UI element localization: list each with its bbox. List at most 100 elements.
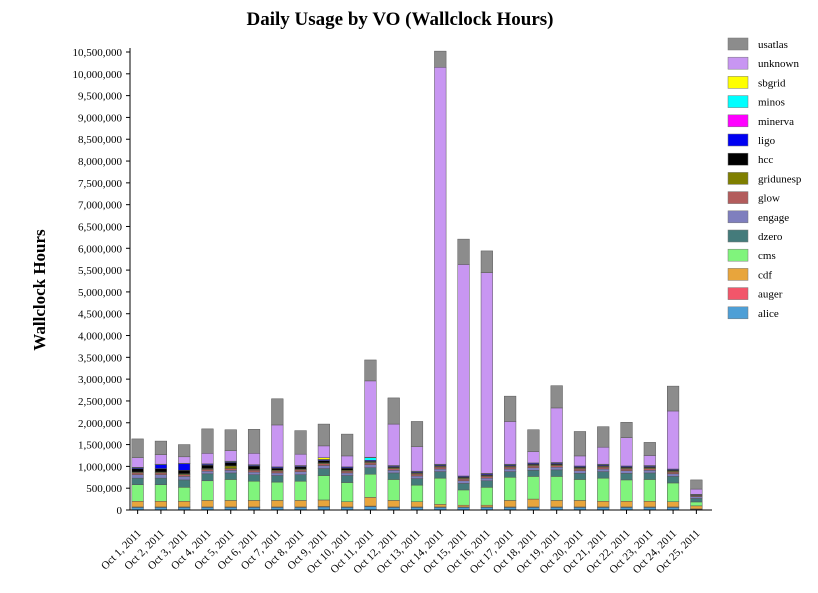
bar-segment-engage	[387, 470, 400, 474]
bar-segment-dzero	[247, 474, 261, 482]
bar-segment-cms	[154, 484, 167, 502]
bar-segment-dzero	[364, 467, 377, 475]
bar-segment-dzero	[643, 472, 656, 480]
bar-segment-unknown	[690, 488, 703, 495]
legend-label-cms: cms	[758, 250, 776, 262]
bar-segment-glow	[643, 468, 656, 471]
bar-segment-usatlas	[573, 431, 587, 457]
bar-stack	[294, 430, 307, 511]
bar-segment-cms	[224, 479, 237, 501]
bar-segment-hcc	[317, 460, 330, 464]
legend-swatch-minerva	[727, 114, 749, 128]
bar-segment-engage	[667, 473, 680, 477]
bar-stack	[667, 385, 680, 511]
bar-segment-cdf	[573, 500, 587, 508]
bar-segment-dzero	[154, 477, 167, 485]
bar-segment-hcc	[341, 467, 354, 471]
bar-segment-cms	[271, 481, 284, 501]
bar-stack	[550, 385, 563, 511]
bar-segment-unknown	[480, 272, 493, 474]
bar-segment-unknown	[667, 410, 680, 470]
bar-segment-engage	[364, 464, 377, 468]
bar-segment-dzero	[550, 469, 563, 477]
y-tick-label: 2,500,000	[78, 396, 123, 408]
bar-stack	[480, 250, 493, 511]
bar-segment-engage	[597, 468, 610, 472]
legend-label-dzero: dzero	[758, 231, 783, 243]
bar-segment-cms	[434, 477, 447, 505]
bar-segment-unknown	[178, 456, 191, 464]
bar-segment-usatlas	[224, 429, 237, 451]
bar-segment-dzero	[620, 473, 633, 481]
y-tick-label: 10,500,000	[73, 47, 123, 59]
bar-stack	[690, 479, 703, 511]
bar-segment-cdf	[131, 501, 144, 508]
bar-segment-glow	[667, 471, 680, 475]
bar-segment-unknown	[364, 380, 377, 458]
bar-segment-hcc	[201, 464, 214, 469]
legend-label-unknown: unknown	[758, 58, 799, 70]
bar-segment-cms	[480, 487, 493, 506]
bar-segment-unknown	[434, 67, 447, 465]
bar-segment-cdf	[178, 501, 191, 508]
bar-stack	[434, 50, 447, 511]
bar-segment-cms	[690, 501, 703, 507]
bar-segment-unknown	[131, 457, 144, 468]
bar-segment-hcc	[154, 468, 167, 473]
bar-segment-dzero	[201, 473, 214, 482]
bar-segment-dzero	[597, 471, 610, 479]
legend-label-auger: auger	[758, 289, 783, 301]
bar-segment-glow	[550, 465, 563, 468]
bar-segment-unknown	[201, 453, 214, 465]
bar-segment-alice	[364, 506, 377, 511]
bar-segment-dzero	[341, 475, 354, 483]
y-tick-label: 5,500,000	[78, 265, 123, 277]
bar-stack	[620, 422, 633, 511]
legend-swatch-glow	[727, 191, 749, 204]
y-tick-label: 0	[117, 505, 123, 517]
bar-segment-minos	[364, 457, 377, 461]
bar-segment-dzero	[410, 478, 424, 486]
bar-segment-usatlas	[131, 438, 144, 458]
bar-stack	[410, 421, 424, 511]
bar-stack	[364, 359, 377, 511]
bar-segment-engage	[620, 470, 633, 474]
bar-segment-usatlas	[271, 398, 284, 426]
bar-segment-cdf	[527, 498, 540, 508]
bar-segment-dzero	[573, 473, 587, 480]
bar-segment-glow	[178, 474, 191, 477]
bar-segment-cdf	[154, 501, 167, 508]
y-tick-label: 2,000,000	[78, 418, 123, 430]
bar-segment-dzero	[294, 474, 307, 482]
bar-segment-cms	[504, 477, 517, 501]
bar-stack	[317, 423, 330, 511]
bar-segment-dzero	[667, 476, 680, 484]
bar-stack	[154, 440, 167, 511]
y-tick-label: 4,000,000	[78, 331, 123, 343]
bar-segment-engage	[271, 472, 284, 476]
bar-segment-dzero	[434, 471, 447, 479]
bar-segment-glow	[247, 470, 261, 473]
bar-segment-usatlas	[620, 422, 633, 438]
bar-stack	[597, 426, 610, 511]
bar-segment-hcc	[178, 470, 191, 475]
legend-swatch-engage	[727, 210, 749, 224]
bar-segment-dzero	[480, 480, 493, 488]
bar-segment-dzero	[224, 472, 237, 480]
legend-swatch-cdf	[727, 268, 749, 281]
bar-segment-usatlas	[154, 440, 167, 455]
bar-segment-unknown	[410, 446, 424, 472]
bar-segment-engage	[224, 470, 237, 474]
bar-segment-cdf	[317, 499, 330, 507]
y-tick-label: 5,000,000	[78, 287, 123, 299]
bar-stack	[387, 397, 400, 511]
bar-segment-cms	[131, 484, 144, 502]
bar-segment-ligo	[178, 463, 191, 471]
bar-segment-unknown	[387, 423, 400, 466]
bar-segment-dzero	[690, 498, 703, 503]
bar-segment-engage	[154, 474, 167, 479]
bar-segment-usatlas	[434, 50, 447, 68]
bar-segment-usatlas	[364, 359, 377, 382]
